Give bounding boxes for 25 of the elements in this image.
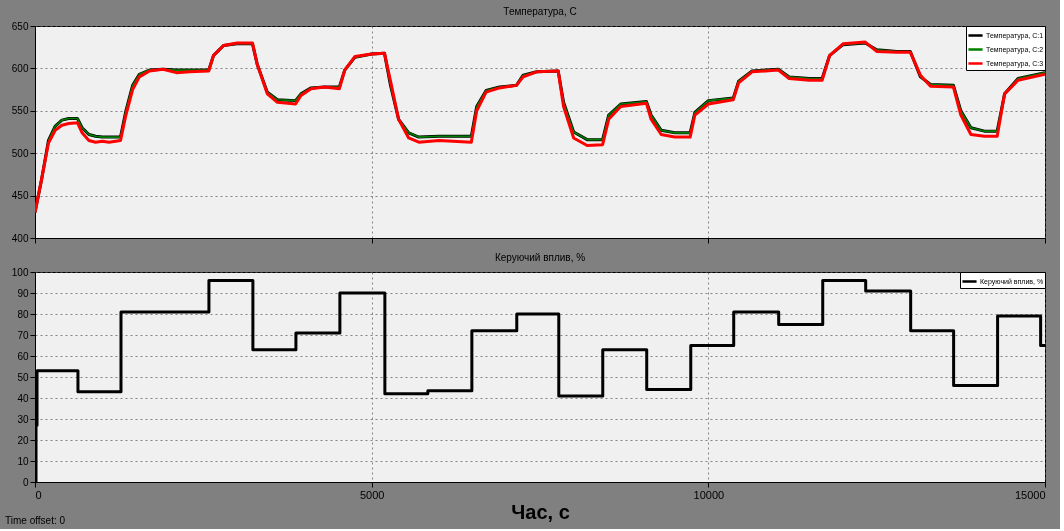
- y-tick-label: 500: [11, 147, 29, 159]
- y-tick-label: 30: [17, 413, 29, 425]
- x-tick-label: 15000: [1014, 488, 1046, 501]
- y-tick-label: 80: [17, 308, 29, 320]
- text: Time offset: 0: [5, 515, 66, 526]
- x-tick-label: 5000: [359, 488, 385, 501]
- y-tick-label: 0: [22, 476, 29, 488]
- y-tick-label: 50: [17, 371, 29, 383]
- x-axis-title: Час, с: [511, 500, 570, 523]
- y-tick-label: 550: [11, 105, 29, 117]
- chart-title: Керуючий вплив, %: [494, 252, 586, 263]
- y-tick-label: 90: [17, 287, 29, 299]
- x-tick-label: 10000: [693, 488, 725, 501]
- y-tick-label: 60: [17, 350, 29, 362]
- y-tick-label: 650: [11, 20, 29, 32]
- y-tick-label: 600: [11, 62, 29, 74]
- y-tick-label: 20: [17, 434, 29, 446]
- y-tick-label: 400: [11, 232, 29, 244]
- chart-title: Температура, С: [503, 6, 577, 17]
- y-tick-label: 70: [17, 329, 29, 341]
- x-tick-label: 0: [35, 488, 42, 501]
- y-tick-label: 40: [17, 392, 29, 404]
- y-tick-label: 10: [17, 455, 29, 467]
- y-tick-label: 450: [11, 190, 29, 202]
- y-tick-label: 100: [11, 266, 29, 278]
